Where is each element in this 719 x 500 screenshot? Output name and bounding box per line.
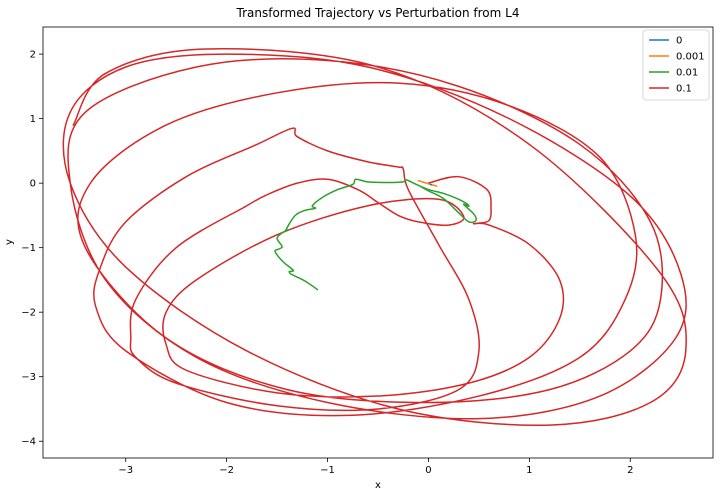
x-tick-label: 0 bbox=[425, 465, 431, 476]
y-tick-label: −1 bbox=[21, 243, 36, 254]
chart-title: Transformed Trajectory vs Perturbation f… bbox=[236, 6, 520, 20]
y-tick-label: 1 bbox=[30, 114, 36, 125]
x-tick-label: 2 bbox=[627, 465, 633, 476]
x-tick-label: −3 bbox=[118, 465, 133, 476]
x-axis-label: x bbox=[375, 480, 381, 491]
y-tick-label: −4 bbox=[21, 437, 36, 448]
y-tick-label: 2 bbox=[30, 50, 36, 61]
x-tick-label: 1 bbox=[526, 465, 532, 476]
y-tick-label: 0 bbox=[30, 179, 36, 190]
series-line-0.1 bbox=[63, 49, 686, 425]
series-layer bbox=[63, 49, 686, 425]
x-tick-label: −1 bbox=[320, 465, 335, 476]
legend-label-0: 0 bbox=[676, 36, 682, 47]
y-axis-label: y bbox=[4, 239, 15, 245]
legend-label-0.001: 0.001 bbox=[676, 52, 705, 63]
x-tick-label: −2 bbox=[219, 465, 234, 476]
legend: 0 0.001 0.01 0.1 bbox=[643, 30, 709, 100]
legend-label-0.1: 0.1 bbox=[676, 84, 692, 95]
y-tick-label: −2 bbox=[21, 308, 36, 319]
plot-frame bbox=[43, 27, 713, 458]
legend-label-0.01: 0.01 bbox=[676, 68, 698, 79]
y-tick-label: −3 bbox=[21, 372, 36, 383]
series-line-0.01 bbox=[275, 179, 476, 289]
